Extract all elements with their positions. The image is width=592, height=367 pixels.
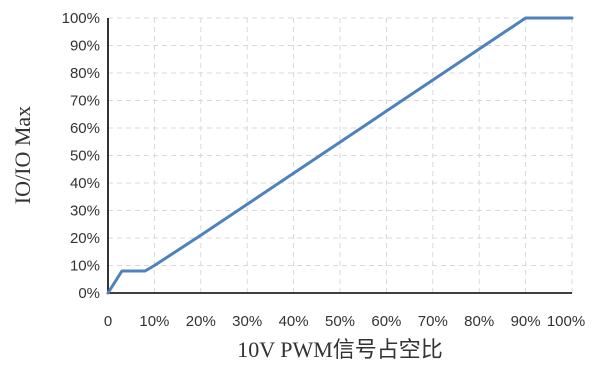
x-tick-label: 80% [464, 313, 494, 330]
y-tick-label: 40% [70, 175, 100, 192]
x-tick-label: 70% [418, 313, 448, 330]
y-tick-labels: 0% 10% 20% 30% 40% 50% 60% 70% 80% 90% 100% [62, 10, 100, 302]
x-axis-title: 10V PWM信号占空比 [237, 337, 443, 362]
x-tick-label: 20% [186, 313, 216, 330]
y-tick-label: 100% [62, 10, 100, 27]
x-tick-label: 40% [279, 313, 309, 330]
y-tick-label: 50% [70, 148, 100, 165]
y-tick-label: 80% [70, 65, 100, 82]
x-tick-label: 30% [232, 313, 262, 330]
x-tick-label: 90% [511, 313, 541, 330]
x-tick-label: 0 [104, 313, 112, 330]
grid [108, 17, 573, 293]
axes [107, 18, 572, 294]
series-layer [106, 16, 574, 295]
y-tick-label: 0% [78, 285, 100, 302]
y-tick-label: 20% [70, 230, 100, 247]
x-tick-label: 10% [139, 313, 169, 330]
x-tick-label: 50% [325, 313, 355, 330]
y-tick-label: 90% [70, 38, 100, 55]
series-line [106, 16, 574, 295]
y-tick-label: 70% [70, 93, 100, 110]
y-tick-label: 10% [70, 258, 100, 275]
x-tick-label: 60% [371, 313, 401, 330]
x-tick-labels: 0 10% 20% 30% 40% 50% 60% 70% 80% 90% 100% [104, 313, 585, 330]
y-tick-label: 60% [70, 120, 100, 137]
x-tick-label: 100% [547, 313, 585, 330]
y-axis-title: IO/IO Max [10, 106, 35, 204]
y-tick-label: 30% [70, 203, 100, 220]
